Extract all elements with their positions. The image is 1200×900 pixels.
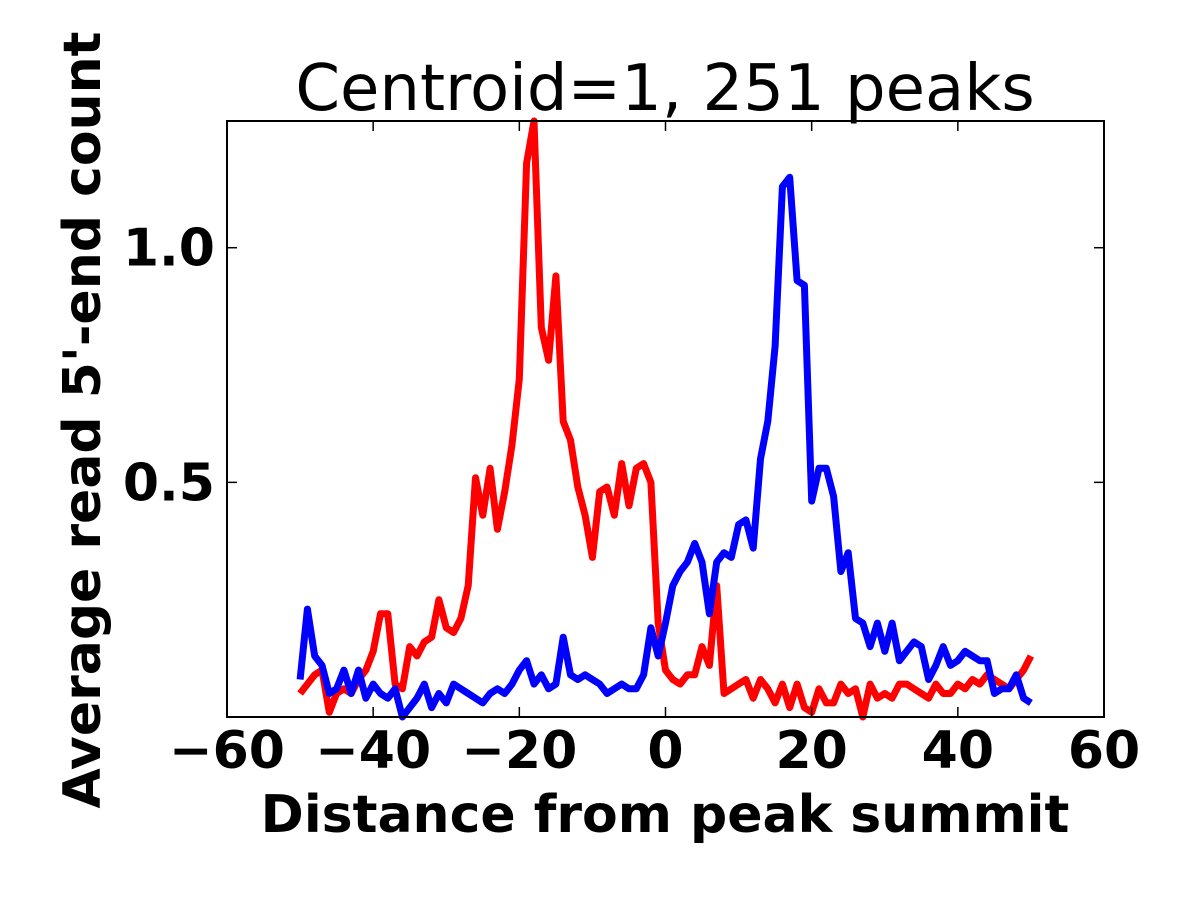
x-tick-label: −60 — [169, 721, 285, 781]
x-axis-label: Distance from peak summit — [261, 785, 1070, 845]
series-line-1 — [297, 117, 1035, 721]
x-axis: −60 −40 −20 0 20 40 60 — [169, 121, 1140, 781]
y-tick-label: 0.5 — [123, 453, 215, 513]
x-tick-label: 20 — [775, 721, 847, 781]
x-tick-label: −40 — [315, 721, 431, 781]
x-tick-label: 0 — [647, 721, 683, 781]
x-tick-label: 40 — [922, 721, 994, 781]
y-axis-label: Average read 5'-end count — [53, 32, 113, 809]
x-tick-label: −20 — [461, 721, 577, 781]
chart-title: Centroid=1, 251 peaks — [295, 52, 1034, 126]
y-axis: 0.5 1.0 — [123, 219, 1104, 513]
y-tick-label: 1.0 — [123, 219, 215, 279]
series-layer — [296, 117, 1035, 721]
x-tick-label: 60 — [1068, 721, 1140, 781]
series-line-2 — [296, 173, 1033, 721]
